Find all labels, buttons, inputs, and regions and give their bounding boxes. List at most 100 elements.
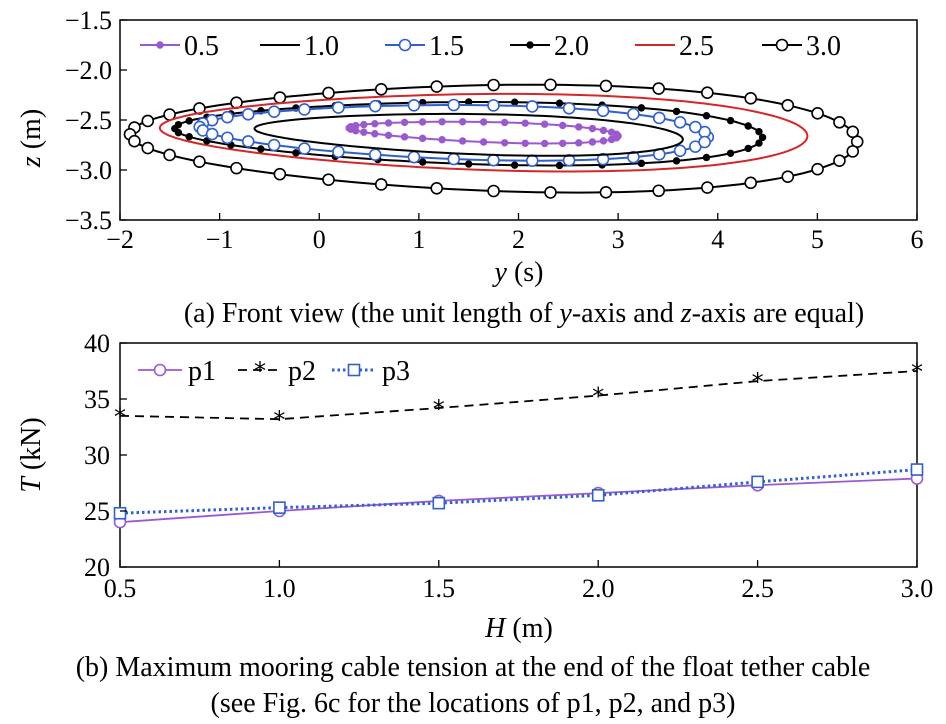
trajectory-marker-3.0 [846, 145, 860, 158]
trajectory-marker-0.5 [360, 120, 368, 129]
trajectory-marker-1.5 [673, 144, 687, 158]
trajectory-marker-3.0 [744, 176, 758, 190]
data-point-p2: * [592, 383, 604, 411]
front-view-x-tick-label: −2 [106, 225, 134, 254]
trajectory-marker-1.5 [447, 152, 461, 166]
trajectory-marker-3.0 [141, 141, 155, 155]
trajectory-marker-3.0 [430, 182, 444, 195]
trajectory-marker-1.5 [673, 116, 687, 129]
trajectory-marker-1.5 [698, 135, 711, 149]
trajectory-marker-1.5 [332, 145, 345, 159]
legend-label-p1: p1 [188, 356, 216, 387]
trajectory-marker-0.5 [479, 118, 488, 126]
trajectory-marker-2.0 [257, 145, 265, 153]
trajectory-marker-3.0 [163, 148, 176, 162]
trajectory-marker-3.0 [544, 186, 557, 199]
front-view-y-axis-label: z (m) [16, 109, 47, 168]
trajectory-marker-1.5 [407, 150, 421, 164]
trajectory-marker-0.5 [521, 139, 529, 147]
trajectory-marker-1.5 [596, 152, 610, 166]
trajectory-line-2.5 [158, 92, 809, 173]
trajectory-marker-1.5 [627, 150, 640, 164]
trajectory-marker-2.0 [726, 116, 735, 125]
trajectory-marker-1.5 [298, 103, 311, 116]
trajectory-line-1.0 [253, 112, 684, 157]
trajectory-marker-2.0 [555, 99, 564, 107]
trajectory-marker-0.5 [438, 118, 446, 126]
series-line-p3 [119, 468, 918, 515]
trajectory-marker-3.0 [374, 178, 388, 191]
trajectory-marker-1.5 [241, 135, 255, 148]
front-view-x-tick-label: 2 [512, 225, 525, 254]
trajectory-marker-0.5 [458, 137, 467, 145]
front-view-x-tick-label: 4 [711, 225, 724, 254]
trajectory-marker-1.5 [627, 107, 640, 121]
data-point-p3 [751, 475, 764, 489]
legend-label-p3: p3 [382, 356, 410, 387]
trajectory-marker-3.0 [811, 107, 824, 120]
trajectory-marker-2.0 [292, 149, 300, 157]
trajectory-marker-1.5 [368, 148, 382, 161]
trajectory-marker-2.0 [755, 139, 763, 147]
data-point-p3 [432, 496, 446, 510]
trajectory-marker-3.0 [744, 92, 758, 105]
tension-x-axis-label: H (m) [484, 613, 553, 644]
trajectory-marker-2.0 [758, 133, 767, 142]
front-view-y-tick-label: −1.5 [65, 6, 112, 35]
data-point-p2: * [433, 395, 445, 423]
trajectory-marker-2.0 [174, 128, 183, 137]
trajectory-marker-0.5 [400, 133, 409, 141]
trajectory-marker-3.0 [487, 78, 500, 92]
trajectory-marker-3.0 [652, 82, 665, 95]
front-view-x-tick-label: 6 [911, 225, 924, 254]
trajectory-marker-1.5 [407, 98, 421, 112]
trajectory-marker-2.0 [419, 158, 427, 166]
tension-y-tick-label: 20 [84, 553, 110, 582]
data-point-p3 [273, 501, 286, 514]
trajectory-marker-0.5 [418, 134, 427, 143]
front-view-trajectories [123, 78, 864, 199]
trajectory-marker-1.5 [368, 99, 382, 113]
trajectory-marker-2.0 [510, 161, 519, 169]
legend-marker-2.0 [526, 41, 534, 49]
trajectory-marker-2.0 [702, 112, 711, 120]
trajectory-marker-1.5 [652, 111, 666, 125]
trajectory-marker-3.0 [322, 86, 335, 100]
trajectory-marker-1.5 [596, 104, 610, 118]
data-point-p2: * [114, 403, 126, 431]
trajectory-marker-3.0 [701, 86, 714, 100]
front-view-x-tick-label: 3 [612, 225, 625, 254]
trajectory-marker-1.5 [267, 105, 281, 119]
trajectory-marker-3.0 [811, 162, 824, 176]
trajectory-marker-3.0 [322, 173, 335, 187]
trajectory-marker-1.5 [205, 127, 219, 141]
trajectory-marker-2.0 [185, 133, 193, 141]
legend-marker-p3 [347, 363, 361, 377]
legend-label-0.5: 0.5 [184, 31, 219, 62]
trajectory-marker-2.0 [755, 127, 763, 136]
trajectory-marker-2.0 [637, 159, 646, 168]
trajectory-marker-3.0 [781, 170, 795, 183]
front-view-ticks: −2 −1 0 1 2 3 4 5 6 −1.5 −2.0 −2.5 −3.0 −3.5 [65, 6, 924, 254]
trajectory-marker-2.0 [637, 104, 646, 112]
trajectory-marker-0.5 [558, 139, 567, 148]
trajectory-marker-0.5 [352, 127, 360, 135]
trajectory-marker-0.5 [540, 139, 549, 148]
trajectory-marker-0.5 [588, 124, 597, 133]
data-point-p2: * [752, 368, 764, 396]
trajectory-marker-0.5 [575, 139, 583, 147]
trajectory-marker-3.0 [544, 78, 557, 92]
trajectory-marker-1.5 [332, 101, 345, 114]
trajectory-marker-0.5 [384, 119, 393, 127]
legend-marker-1.5 [398, 38, 412, 52]
tension-caption-line1: (b) Maximum mooring cable tension at the… [76, 652, 871, 683]
trajectory-marker-3.0 [141, 114, 155, 128]
data-point-p3 [591, 489, 605, 502]
series-line-p1 [119, 477, 918, 524]
trajectory-marker-1.5 [487, 99, 500, 112]
trajectory-marker-1.5 [221, 110, 234, 124]
front-view-y-tick-label: −2.0 [65, 56, 112, 85]
tension-x-tick-label: 3.0 [901, 574, 934, 603]
trajectory-marker-0.5 [599, 126, 608, 135]
